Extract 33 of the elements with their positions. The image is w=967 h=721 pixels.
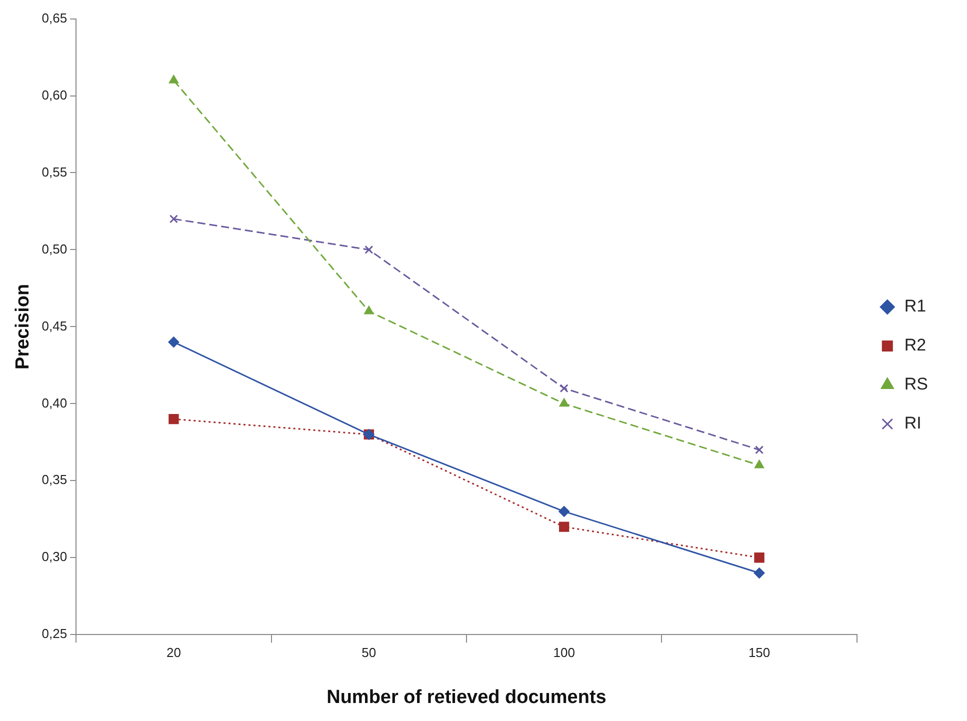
point — [558, 522, 570, 532]
x-tick-label: 100 — [553, 644, 575, 660]
y-tick-label: 0,55 — [42, 164, 68, 180]
point — [168, 336, 180, 348]
point — [755, 446, 764, 454]
y-axis-title: Precision — [12, 284, 34, 370]
point — [559, 398, 569, 407]
x-tick-label: 50 — [362, 644, 376, 660]
y-tick-label: 0,60 — [42, 87, 68, 102]
y-tick-label: 0,65 — [42, 10, 68, 26]
legend-label: R1 — [904, 296, 926, 316]
y-tick-label: 0,40 — [42, 395, 68, 410]
x-axis-title: Number of retieved documents — [326, 686, 606, 708]
y-tick-label: 0,45 — [42, 318, 68, 334]
point — [560, 384, 568, 393]
point — [558, 506, 570, 517]
point — [754, 460, 764, 468]
point — [169, 214, 178, 224]
legend-label: RI — [904, 414, 922, 433]
point — [754, 568, 765, 579]
x-tick-label: 150 — [748, 644, 770, 660]
legend-label: RS — [904, 374, 928, 394]
point — [168, 74, 179, 84]
point — [754, 552, 764, 563]
y-tick-label: 0,35 — [42, 472, 68, 488]
point — [364, 306, 374, 314]
legend-label: R2 — [904, 336, 926, 355]
point — [168, 414, 179, 424]
x-tick-label: 20 — [166, 644, 181, 660]
y-tick-label: 0,50 — [42, 241, 68, 256]
y-tick-label: 0,30 — [42, 549, 68, 564]
y-tick-label: 0,25 — [42, 626, 68, 642]
point — [364, 245, 374, 254]
